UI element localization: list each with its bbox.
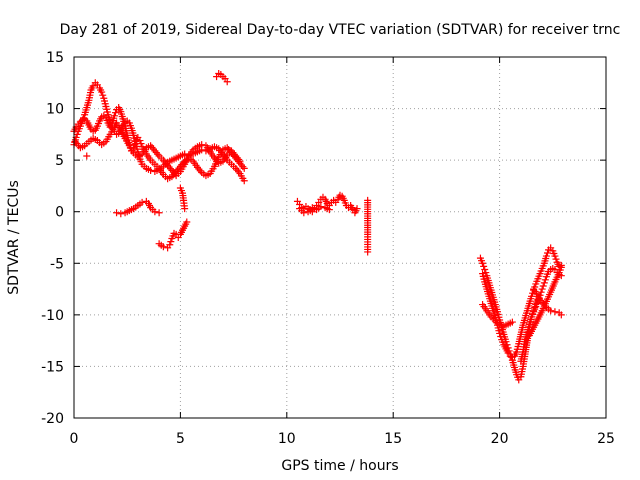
data-point	[317, 203, 325, 211]
data-point	[533, 300, 541, 308]
data-point	[98, 88, 106, 96]
data-point	[154, 150, 162, 158]
data-point	[137, 140, 145, 148]
x-tick-label: 10	[278, 431, 296, 447]
data-point	[240, 177, 248, 185]
data-point	[166, 241, 174, 249]
data-point	[543, 249, 551, 257]
y-tick-label: 0	[55, 205, 64, 221]
data-point	[479, 259, 487, 267]
data-point	[541, 276, 549, 284]
data-point	[138, 198, 146, 206]
tick-layer: 0 5 10 15 20 25 -20 -15 -10 -5 0 5 10 15	[41, 50, 615, 447]
data-point	[223, 78, 231, 86]
data-point	[196, 167, 204, 175]
data-point	[117, 210, 125, 218]
data-point	[239, 163, 247, 171]
data-point	[540, 279, 548, 287]
data-point	[110, 112, 118, 120]
data-point	[136, 137, 144, 145]
data-point	[167, 238, 175, 246]
data-point	[497, 333, 505, 341]
data-point	[111, 109, 119, 117]
y-tick-label: 10	[46, 102, 64, 118]
data-point	[155, 209, 163, 217]
data-point	[539, 282, 547, 290]
data-point	[300, 209, 308, 217]
y-tick-label: -15	[41, 359, 64, 375]
data-point	[547, 307, 555, 315]
x-tick-label: 15	[384, 431, 402, 447]
data-point	[240, 164, 248, 172]
data-point	[181, 205, 189, 213]
plot-frame	[73, 56, 607, 419]
data-point	[528, 292, 536, 300]
chart-title: Day 281 of 2019, Sidereal Day-to-day VTE…	[60, 22, 621, 38]
data-point	[557, 263, 565, 271]
data-point	[551, 252, 559, 260]
data-point	[364, 248, 372, 256]
data-point	[99, 91, 107, 99]
data-point	[113, 209, 121, 217]
data-point	[552, 255, 560, 263]
data-point	[481, 265, 489, 273]
y-tick-label: -5	[50, 256, 64, 272]
data-point	[508, 318, 516, 326]
data-point	[73, 130, 81, 138]
data-point	[542, 252, 550, 260]
data-point	[198, 141, 206, 149]
y-tick-label: -10	[41, 308, 64, 324]
x-axis-label: GPS time / hours	[281, 458, 398, 474]
y-axis-label: SDTVAR / TECUs	[6, 180, 22, 295]
x-tick-label: 20	[491, 431, 509, 447]
data-point	[353, 205, 361, 213]
data-point	[183, 218, 191, 226]
x-tick-label: 0	[70, 431, 79, 447]
data-point	[151, 208, 159, 216]
data-point	[159, 243, 167, 251]
data-point	[538, 285, 546, 293]
data-point	[496, 329, 504, 337]
x-tick-label: 25	[597, 431, 615, 447]
data-point	[532, 303, 540, 311]
y-tick-label: 5	[55, 153, 64, 169]
data-point	[537, 288, 545, 296]
data-point	[236, 157, 244, 165]
data-point	[235, 155, 243, 163]
x-tick-label: 5	[176, 431, 185, 447]
data-point	[325, 206, 333, 214]
data-point	[480, 262, 488, 270]
data-points	[70, 70, 565, 384]
y-tick-label: -20	[41, 411, 64, 427]
data-point	[557, 311, 565, 319]
data-point	[235, 168, 243, 176]
data-point	[482, 269, 490, 277]
data-point	[131, 141, 139, 149]
data-point	[147, 166, 155, 174]
y-tick-label: 15	[46, 50, 64, 66]
data-point	[551, 308, 559, 316]
data-point	[83, 152, 91, 160]
